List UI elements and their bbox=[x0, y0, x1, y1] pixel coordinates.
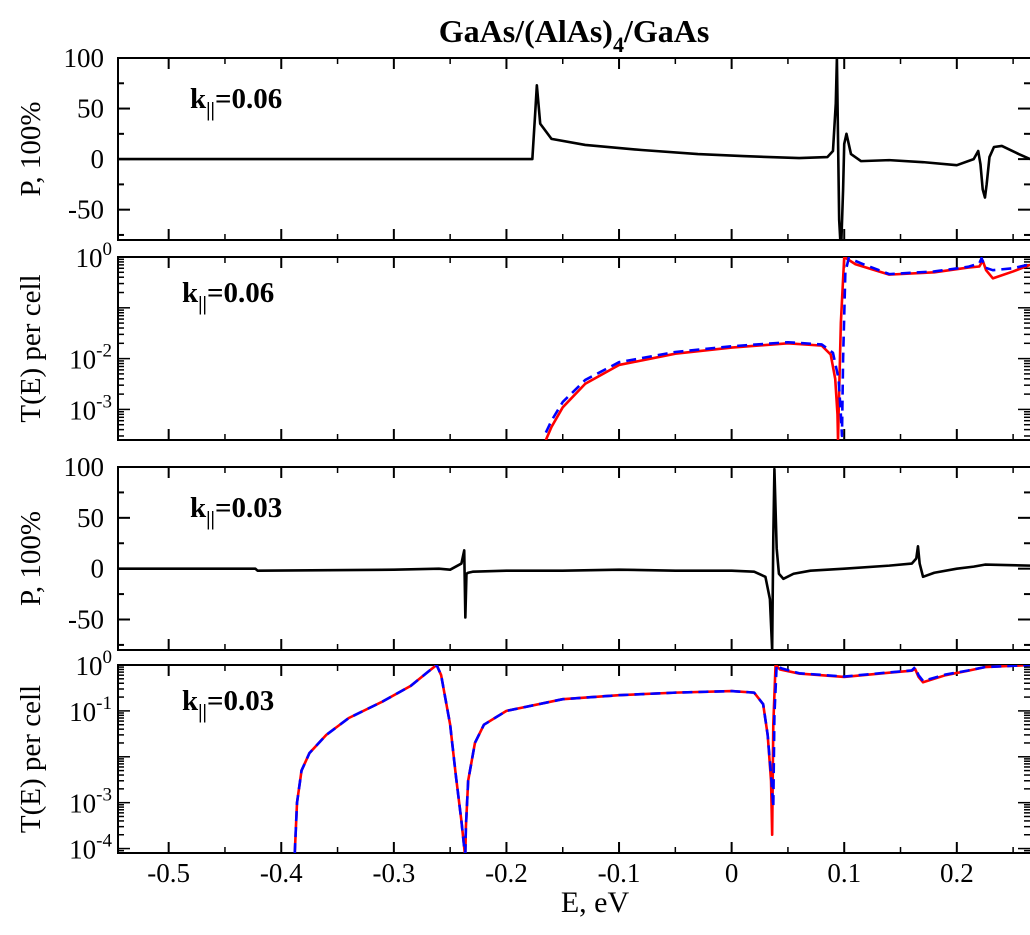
x-axis-label: E, eV bbox=[561, 886, 630, 919]
annotation-value: =0.06 bbox=[207, 277, 274, 309]
x-tick-label: -0.2 bbox=[485, 858, 528, 888]
annotation-k: k bbox=[182, 277, 199, 309]
title-subscript: 4 bbox=[613, 32, 624, 57]
y-tick-label: 10-2 bbox=[69, 341, 112, 375]
annotation-subscript: || bbox=[198, 293, 207, 315]
x-tick-label: -0.1 bbox=[598, 858, 641, 888]
y-tick-label: 10-4 bbox=[69, 831, 112, 865]
k-parallel-annotation: k||=0.03 bbox=[182, 685, 274, 723]
x-tick-label: 0.2 bbox=[940, 858, 974, 888]
y-tick-label: 0 bbox=[91, 144, 105, 174]
chart-title: GaAs/(AlAs)4/GaAs bbox=[439, 13, 710, 57]
x-tick-label: 0 bbox=[725, 858, 739, 888]
y-axis-label: P, 100% bbox=[15, 101, 47, 196]
series-line-1 bbox=[544, 257, 1030, 440]
k-parallel-annotation: k||=0.06 bbox=[190, 83, 282, 121]
tick-base: 10 bbox=[69, 697, 96, 727]
panel-1: 100 50 0 -50 P, 100% k||=0.06 bbox=[15, 43, 1030, 241]
tick-exponent: -4 bbox=[96, 831, 112, 852]
tick-exponent: -3 bbox=[96, 785, 112, 806]
y-tick-label: 10-3 bbox=[69, 785, 112, 819]
plot-frame bbox=[117, 57, 1030, 241]
y-tick-label: -50 bbox=[68, 195, 104, 225]
k-parallel-annotation: k||=0.03 bbox=[190, 492, 282, 530]
annotation-subscript: || bbox=[206, 508, 215, 530]
tick-exponent: -1 bbox=[96, 693, 112, 714]
tick-base: 10 bbox=[69, 395, 96, 425]
panel-4: -0.5 -0.4 -0.3 -0.2 -0.1 0 0.1 0.210010-110-310… bbox=[15, 647, 1030, 888]
y-axis-label: P, 100% bbox=[15, 511, 47, 606]
y-axis-label: T(E) per cell bbox=[15, 274, 47, 422]
x-tick-label: 0.1 bbox=[827, 858, 861, 888]
y-tick-label: 50 bbox=[77, 503, 104, 533]
panel-3: 100 50 0 -50 P, 100% k||=0.03 bbox=[15, 452, 1030, 651]
annotation-subscript: || bbox=[206, 99, 215, 121]
title-main: GaAs/(AlAs) bbox=[439, 13, 613, 49]
tick-base: 10 bbox=[69, 835, 96, 865]
tick-exponent: 0 bbox=[103, 239, 113, 260]
annotation-k: k bbox=[190, 492, 207, 524]
plot-frame bbox=[117, 256, 1030, 441]
tick-exponent: -3 bbox=[96, 391, 112, 412]
tick-base: 10 bbox=[76, 243, 103, 273]
tick-base: 10 bbox=[69, 789, 96, 819]
y-tick-label: -50 bbox=[68, 605, 104, 635]
annotation-value: =0.03 bbox=[215, 492, 282, 524]
series-line-2 bbox=[544, 257, 1030, 438]
y-tick-label: 100 bbox=[64, 43, 105, 73]
y-tick-label: 0 bbox=[91, 554, 105, 584]
tick-base: 10 bbox=[69, 345, 96, 375]
series-line-2 bbox=[293, 665, 1030, 853]
y-tick-label: 10-1 bbox=[69, 693, 112, 727]
series-line-1 bbox=[118, 467, 1030, 650]
series-line-1 bbox=[293, 665, 1030, 853]
x-tick-label: -0.5 bbox=[147, 858, 190, 888]
k-parallel-annotation: k||=0.06 bbox=[182, 277, 274, 315]
y-tick-label: 100 bbox=[76, 647, 113, 681]
tick-exponent: 0 bbox=[103, 647, 113, 668]
title-end: /GaAs bbox=[623, 13, 709, 49]
y-tick-label: 100 bbox=[64, 452, 105, 482]
y-tick-label: 100 bbox=[76, 239, 113, 273]
annotation-k: k bbox=[182, 685, 199, 717]
x-tick-label: -0.4 bbox=[260, 858, 303, 888]
annotation-value: =0.03 bbox=[207, 685, 274, 717]
plot-frame bbox=[117, 466, 1030, 651]
y-axis-label: T(E) per cell bbox=[15, 685, 47, 833]
tick-base: 10 bbox=[76, 651, 103, 681]
x-tick-label: -0.3 bbox=[372, 858, 415, 888]
annotation-subscript: || bbox=[198, 701, 207, 723]
tick-exponent: -2 bbox=[96, 341, 112, 362]
y-tick-label: 10-3 bbox=[69, 391, 112, 425]
series-line-1 bbox=[118, 58, 1030, 240]
y-tick-label: 50 bbox=[77, 94, 104, 124]
annotation-k: k bbox=[190, 83, 207, 115]
annotation-value: =0.06 bbox=[215, 83, 282, 115]
